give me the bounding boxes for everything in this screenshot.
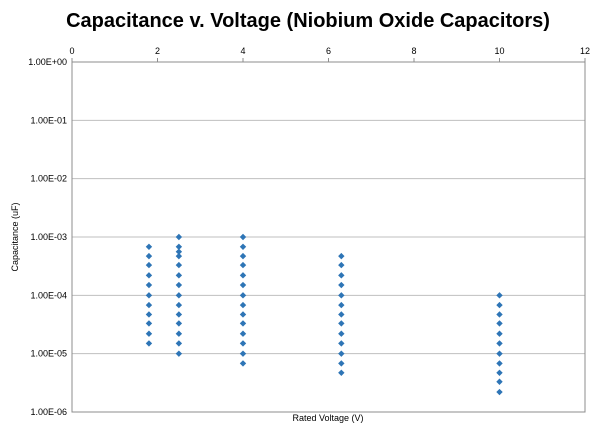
data-point [338, 281, 345, 289]
data-point [496, 378, 503, 385]
data-point [175, 233, 183, 241]
data-point [239, 292, 247, 299]
data-point [496, 369, 503, 376]
data-point [239, 243, 247, 250]
data-point [175, 330, 183, 337]
data-point [175, 272, 183, 279]
data-point [239, 350, 247, 357]
data-point [145, 330, 153, 337]
x-tick-label: 12 [580, 46, 590, 56]
data-point [175, 311, 183, 318]
x-tick-label: 6 [326, 46, 331, 56]
data-point [175, 350, 183, 357]
data-point [145, 272, 153, 279]
data-point [338, 350, 345, 357]
y-axis-label: Capacitance (uF) [10, 202, 20, 271]
data-point [145, 252, 153, 260]
data-point [145, 320, 153, 327]
y-tick-label: 1.00E-04 [30, 290, 67, 300]
data-point [338, 340, 345, 347]
data-point [175, 248, 183, 255]
data-point [338, 360, 345, 367]
data-point [496, 301, 503, 309]
y-tick-label: 1.00E-02 [30, 174, 67, 184]
data-point [145, 301, 153, 309]
data-point [175, 301, 183, 309]
data-point [239, 330, 247, 337]
data-point [175, 252, 183, 260]
data-point [338, 272, 345, 279]
x-tick-label: 0 [69, 46, 74, 56]
data-point [239, 252, 247, 260]
data-point [338, 311, 345, 318]
data-point [239, 320, 247, 327]
data-point [145, 340, 153, 347]
data-point [145, 261, 153, 269]
data-point [338, 369, 345, 376]
data-point [239, 301, 247, 309]
data-point [496, 360, 503, 367]
x-axis-ticks: 0 2 4 6 8 10 12 [69, 46, 590, 62]
data-point [145, 292, 153, 299]
data-point [175, 261, 183, 269]
data-point [175, 243, 183, 250]
x-tick-label: 8 [411, 46, 416, 56]
y-axis-ticks: 1.00E+00 1.00E-01 1.00E-02 1.00E-03 1.00E-04… [28, 57, 67, 417]
data-point [496, 320, 503, 327]
data-point [338, 252, 345, 260]
data-point [175, 320, 183, 327]
data-point [145, 311, 153, 318]
data-point [145, 281, 153, 289]
x-tick-label: 2 [155, 46, 160, 56]
data-point [239, 281, 247, 289]
data-point [175, 292, 183, 299]
y-tick-label: 1.00E-01 [30, 115, 67, 125]
x-tick-label: 4 [240, 46, 245, 56]
data-point [175, 340, 183, 347]
y-tick-label: 1.00E-06 [30, 407, 67, 417]
data-point [496, 340, 503, 347]
data-point [338, 320, 345, 327]
y-tick-label: 1.00E+00 [28, 57, 67, 67]
data-point [239, 360, 247, 367]
x-axis-label: Rated Voltage (V) [292, 413, 363, 423]
data-point [239, 340, 247, 347]
data-point [239, 261, 247, 269]
data-point [175, 281, 183, 289]
data-point [496, 330, 503, 337]
data-point [496, 388, 503, 396]
data-point [338, 330, 345, 337]
data-point [338, 261, 345, 269]
chart-title: Capacitance v. Voltage (Niobium Oxide Ca… [66, 10, 550, 32]
data-point [338, 301, 345, 309]
data-points [145, 233, 503, 396]
data-point [239, 311, 247, 318]
y-tick-label: 1.00E-05 [30, 349, 67, 359]
data-point [496, 292, 503, 299]
grid-lines [72, 61, 585, 413]
data-point [239, 233, 247, 241]
data-point [496, 311, 503, 318]
data-point [145, 243, 153, 250]
data-point [338, 292, 345, 299]
y-tick-label: 1.00E-03 [30, 232, 67, 242]
data-point [239, 272, 247, 279]
data-point [496, 350, 503, 357]
x-tick-label: 10 [494, 46, 504, 56]
